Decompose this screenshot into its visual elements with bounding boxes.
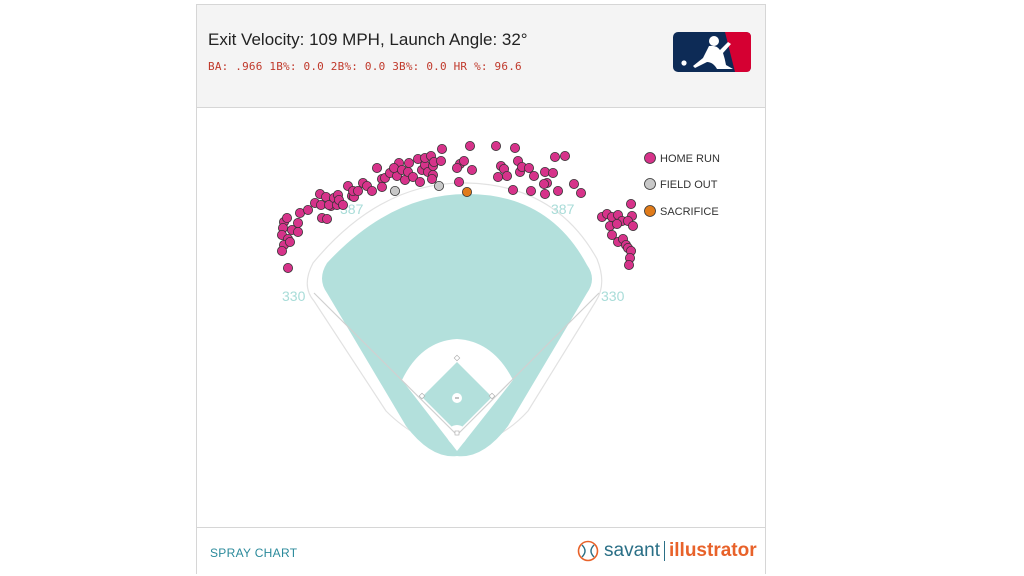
point-home-run — [366, 185, 377, 196]
point-home-run — [414, 176, 425, 187]
point-home-run — [371, 162, 382, 173]
point-home-run — [292, 226, 303, 237]
point-home-run — [526, 185, 537, 196]
savant-ball-icon — [577, 540, 599, 562]
point-home-run — [321, 213, 332, 224]
point-home-run — [281, 212, 292, 223]
point-home-run — [490, 140, 501, 151]
point-sacrifice — [461, 186, 472, 197]
brand-divider — [663, 541, 665, 561]
point-home-run — [540, 188, 551, 199]
brand-savant-text: savant — [604, 540, 660, 561]
spray-chart-card: Exit Velocity: 109 MPH, Launch Angle: 32… — [196, 4, 766, 574]
point-home-run — [507, 184, 518, 195]
point-home-run — [407, 171, 418, 182]
second-base — [453, 354, 461, 362]
point-home-run — [492, 171, 503, 182]
legend-label-home-run: HOME RUN — [660, 153, 720, 165]
savant-illustrator-brand: savant illustrator — [577, 538, 757, 564]
point-field-out — [433, 180, 444, 191]
point-home-run — [435, 155, 446, 166]
point-home-run — [426, 173, 437, 184]
point-home-run — [560, 150, 571, 161]
brand-illustrator-text: illustrator — [668, 540, 757, 561]
legend-label-sacrifice: SACRIFICE — [660, 206, 719, 218]
chart-legend: HOME RUN FIELD OUT SACRIFICE — [644, 152, 720, 218]
point-home-run — [624, 259, 635, 270]
left-foul-line — [313, 292, 458, 436]
point-home-run — [403, 157, 414, 168]
point-home-run — [628, 220, 639, 231]
point-home-run — [576, 187, 587, 198]
point-home-run — [284, 236, 295, 247]
point-home-run — [292, 217, 303, 228]
distance-left-line: 330 — [282, 288, 306, 304]
point-home-run — [626, 198, 637, 209]
point-home-run — [302, 204, 313, 215]
batting-stats: BA: .966 1B%: 0.0 2B%: 0.0 3B%: 0.0 HR %… — [208, 60, 522, 73]
spray-chart: 330 387 387 330 HOME RUN FIELD OUT SACRI… — [276, 140, 720, 457]
first-base — [488, 392, 496, 400]
point-home-run — [548, 167, 559, 178]
point-home-run — [337, 199, 348, 210]
point-home-run — [458, 155, 469, 166]
mlb-logo — [673, 32, 751, 72]
third-base — [418, 392, 426, 400]
right-foul-line — [456, 292, 600, 436]
point-home-run — [352, 185, 363, 196]
batted-ball-points — [276, 140, 639, 273]
spray-chart-link[interactable]: SPRAY CHART — [210, 546, 298, 560]
point-home-run — [436, 143, 447, 154]
chart-title: Exit Velocity: 109 MPH, Launch Angle: 32… — [208, 30, 528, 49]
legend-swatch-home-run — [644, 152, 656, 164]
point-home-run — [376, 181, 387, 192]
legend-swatch-sacrifice — [644, 205, 656, 217]
home-plate — [454, 430, 460, 436]
point-home-run — [501, 170, 512, 181]
point-home-run — [466, 164, 477, 175]
point-home-run — [550, 151, 561, 162]
point-field-out — [389, 185, 400, 196]
point-home-run — [453, 176, 464, 187]
point-home-run — [276, 245, 287, 256]
distance-right-line: 330 — [601, 288, 625, 304]
point-home-run — [539, 178, 550, 189]
point-home-run — [607, 229, 618, 240]
point-home-run — [464, 140, 475, 151]
point-home-run — [524, 162, 535, 173]
point-home-run — [451, 162, 462, 173]
outfield-grass — [322, 194, 592, 457]
chart-footer: SPRAY CHART savant illustrator — [197, 527, 765, 574]
point-home-run — [569, 178, 580, 189]
point-home-run — [282, 262, 293, 273]
point-home-run — [529, 170, 540, 181]
legend-swatch-field-out — [644, 178, 656, 190]
point-home-run — [612, 218, 623, 229]
point-home-run — [509, 142, 520, 153]
legend-label-field-out: FIELD OUT — [660, 179, 718, 191]
chart-header: Exit Velocity: 109 MPH, Launch Angle: 32… — [197, 5, 765, 108]
point-home-run — [553, 185, 564, 196]
distance-right-center: 387 — [551, 201, 575, 217]
